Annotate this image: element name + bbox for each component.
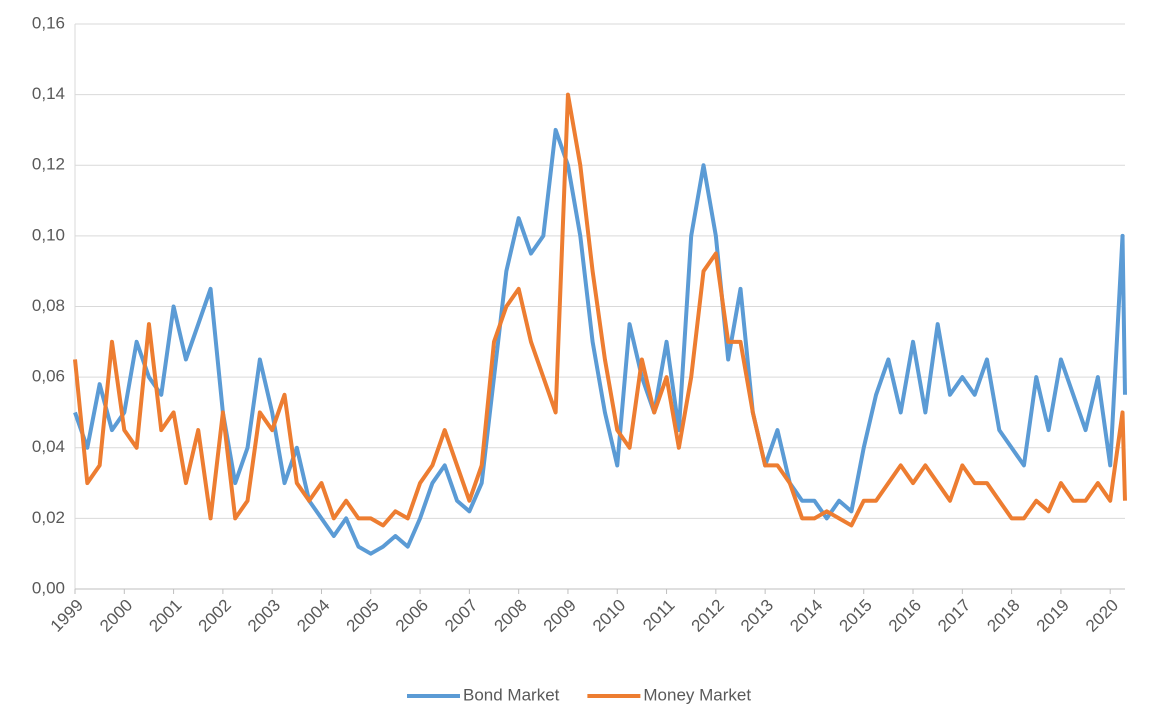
x-tick-label: 2018 [983, 596, 1023, 636]
x-tick-label: 2019 [1033, 596, 1073, 636]
x-tick-label: 2006 [392, 596, 432, 636]
y-tick-label: 0,14 [32, 84, 65, 103]
x-tick-label: 2020 [1082, 596, 1122, 636]
x-tick-label: 2009 [540, 596, 580, 636]
x-tick-label: 2001 [145, 596, 185, 636]
legend-label: Bond Market [463, 685, 560, 704]
x-tick-label: 2010 [589, 596, 629, 636]
x-tick-label: 2014 [786, 596, 826, 636]
x-tick-label: 2004 [293, 596, 333, 636]
y-tick-label: 0,16 [32, 13, 65, 32]
x-tick-label: 2015 [836, 596, 876, 636]
y-tick-label: 0,00 [32, 578, 65, 597]
y-tick-label: 0,12 [32, 155, 65, 174]
x-tick-label: 2017 [934, 596, 974, 636]
x-tick-label: 2008 [490, 596, 530, 636]
y-tick-label: 0,08 [32, 296, 65, 315]
y-tick-label: 0,06 [32, 367, 65, 386]
x-tick-label: 2011 [639, 596, 678, 635]
line-series [73, 127, 1127, 556]
y-tick-label: 0,02 [32, 508, 65, 527]
x-tick-label: 2000 [96, 596, 136, 636]
x-tick-label: 2005 [343, 596, 383, 636]
x-tick-label: 2007 [441, 596, 481, 636]
y-tick-label: 0,10 [32, 225, 65, 244]
legend-label: Money Market [643, 685, 751, 704]
x-tick-label: 2012 [688, 596, 728, 636]
x-tick-label: 1999 [47, 596, 87, 636]
x-tick-label: 2013 [737, 596, 777, 636]
x-tick-label: 2016 [885, 596, 925, 636]
y-tick-label: 0,04 [32, 437, 65, 456]
x-tick-label: 2002 [195, 596, 235, 636]
x-tick-label: 2003 [244, 596, 284, 636]
line-series [73, 92, 1127, 528]
